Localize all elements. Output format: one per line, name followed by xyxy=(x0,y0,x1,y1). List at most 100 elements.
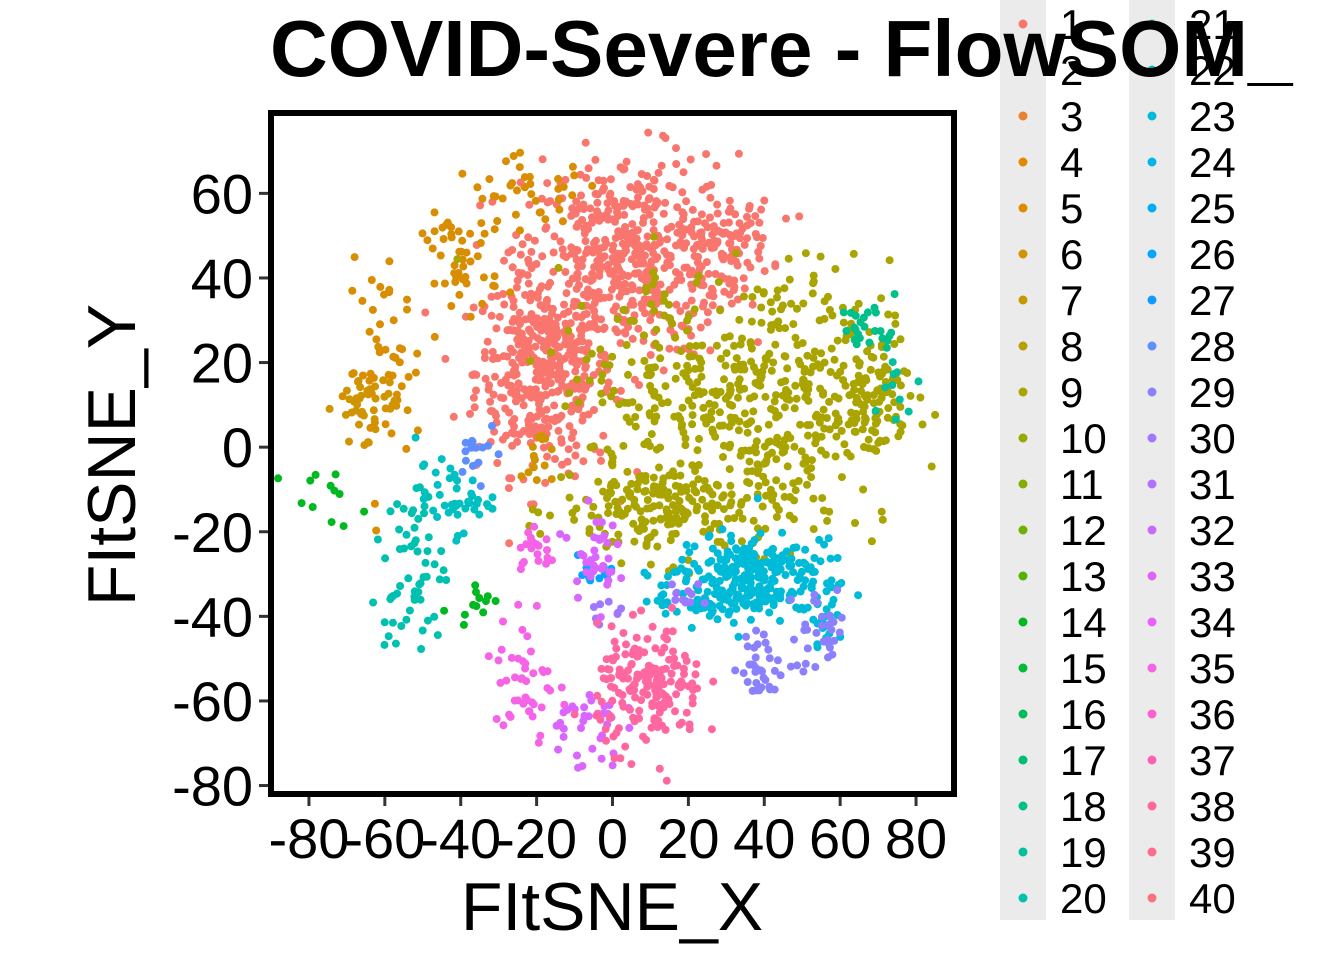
data-point xyxy=(793,661,802,670)
data-point xyxy=(714,481,722,490)
data-point xyxy=(677,276,686,284)
data-point xyxy=(750,643,759,652)
data-point xyxy=(624,272,633,280)
data-point xyxy=(549,248,558,257)
data-point xyxy=(694,580,703,589)
data-point xyxy=(435,575,444,584)
legend-key xyxy=(1018,65,1028,75)
data-point xyxy=(839,376,848,385)
data-point xyxy=(615,292,624,301)
data-point xyxy=(358,296,367,305)
legend-label: 37 xyxy=(1189,737,1236,784)
data-point xyxy=(640,668,649,677)
data-point xyxy=(615,688,623,697)
data-point xyxy=(571,451,580,460)
data-point xyxy=(715,421,724,430)
data-point xyxy=(467,443,476,452)
data-point xyxy=(703,308,712,317)
data-point xyxy=(671,481,680,490)
data-point xyxy=(688,679,697,688)
data-point xyxy=(708,301,717,310)
legend-key xyxy=(1018,479,1028,489)
data-point xyxy=(512,283,521,292)
data-point xyxy=(510,429,519,438)
data-point xyxy=(671,374,680,383)
data-point xyxy=(672,589,681,598)
data-point xyxy=(480,229,489,238)
data-point xyxy=(749,516,758,525)
data-point xyxy=(874,438,883,447)
data-point xyxy=(808,289,817,298)
data-point xyxy=(665,261,674,270)
x-tick-label: 60 xyxy=(809,807,871,870)
data-point xyxy=(750,363,758,372)
data-point xyxy=(397,382,406,391)
data-point xyxy=(555,367,564,376)
data-point xyxy=(743,467,752,476)
data-point xyxy=(861,374,870,383)
data-point xyxy=(484,652,493,661)
data-point xyxy=(847,390,856,399)
data-point xyxy=(740,365,749,374)
data-point xyxy=(571,209,580,218)
data-point xyxy=(500,300,509,309)
data-point xyxy=(833,586,842,594)
data-point xyxy=(618,239,627,248)
data-point xyxy=(663,598,672,607)
data-point xyxy=(526,349,535,358)
data-point xyxy=(790,635,798,644)
data-point xyxy=(579,200,588,209)
data-point xyxy=(674,517,683,526)
data-point xyxy=(538,155,547,164)
data-point xyxy=(780,492,789,501)
data-point xyxy=(416,595,425,604)
data-point xyxy=(635,706,644,715)
data-point xyxy=(502,157,510,166)
data-point xyxy=(685,720,694,729)
data-point xyxy=(705,611,714,620)
data-point xyxy=(730,341,738,350)
data-point xyxy=(734,426,743,435)
data-point xyxy=(438,223,447,232)
data-point xyxy=(700,298,708,307)
data-point xyxy=(607,285,616,294)
data-point xyxy=(885,256,894,265)
data-point xyxy=(572,441,581,450)
data-point xyxy=(697,232,706,240)
data-point xyxy=(557,411,566,420)
data-point xyxy=(630,311,639,320)
data-point xyxy=(331,470,340,479)
data-point xyxy=(481,374,490,383)
data-point xyxy=(810,554,819,562)
data-point xyxy=(512,389,521,398)
data-point xyxy=(577,331,586,340)
data-point xyxy=(593,198,602,207)
data-point xyxy=(678,188,687,197)
data-point xyxy=(620,305,629,314)
data-point xyxy=(443,218,452,227)
data-point xyxy=(390,396,399,405)
data-point xyxy=(455,290,464,299)
data-point xyxy=(669,501,677,510)
data-point xyxy=(559,724,568,733)
data-point xyxy=(667,669,676,678)
data-point xyxy=(651,363,659,372)
data-point xyxy=(818,494,827,503)
data-point xyxy=(601,235,610,244)
data-point xyxy=(722,556,731,565)
data-point xyxy=(591,189,600,198)
data-point xyxy=(608,521,617,530)
data-point xyxy=(751,667,760,676)
data-point xyxy=(681,577,690,586)
data-point xyxy=(399,504,408,513)
data-point xyxy=(457,247,466,256)
data-point xyxy=(439,235,448,243)
data-point xyxy=(739,292,748,301)
data-point xyxy=(376,282,385,291)
legend-label: 5 xyxy=(1060,185,1083,232)
data-point xyxy=(796,360,805,369)
data-point xyxy=(477,219,486,228)
data-point xyxy=(536,529,545,538)
data-point xyxy=(811,439,820,448)
data-point xyxy=(587,511,596,520)
